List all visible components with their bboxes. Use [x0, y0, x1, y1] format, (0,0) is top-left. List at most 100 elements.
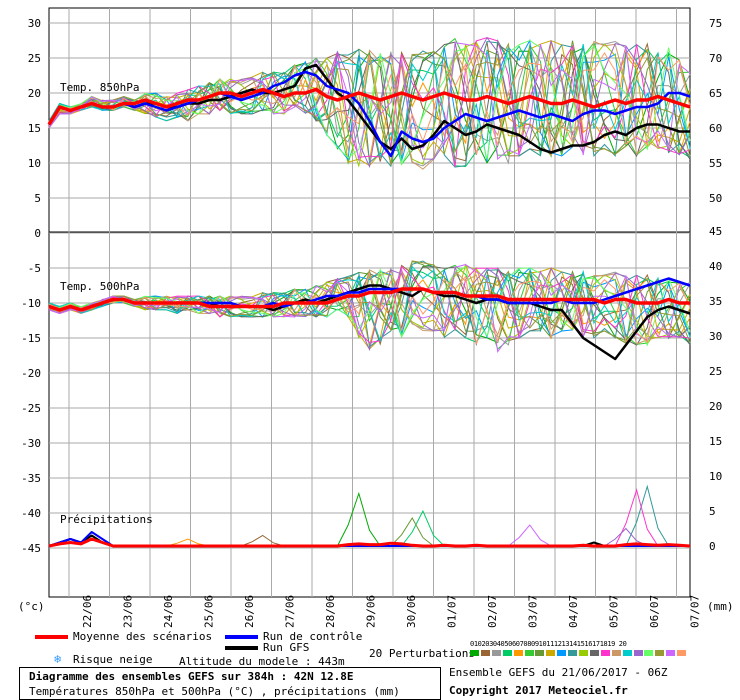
legend-snow-label: Risque neige [73, 653, 153, 666]
perturbation-swatch [622, 650, 632, 656]
legend-gfs-swatch [225, 646, 258, 650]
x-tick-label: 30/06 [405, 595, 418, 628]
t500-label: Temp. 500hPa [60, 280, 139, 293]
perturbation-swatch [480, 650, 490, 656]
legend-mean-swatch [35, 635, 68, 639]
y-right-tick-top: 60 [709, 122, 722, 135]
x-tick-label: 04/07 [567, 595, 580, 628]
x-tick-label: 07/07 [689, 595, 702, 628]
y-left-tick: -30 [21, 437, 41, 450]
y-left-tick: 10 [28, 157, 41, 170]
perturbation-swatch [655, 650, 665, 656]
y-right-tick-bottom: 20 [709, 400, 722, 413]
y-left-tick: -35 [21, 472, 41, 485]
precip-spike [390, 517, 434, 547]
y-right-tick-bottom: 10 [709, 470, 722, 483]
x-tick-label: 05/07 [608, 595, 621, 628]
t850-perturbation-line [48, 38, 691, 162]
title-box: Diagramme des ensembles GEFS sur 384h : … [19, 667, 441, 700]
t500-perturbation-line [48, 260, 691, 348]
y-left-tick: -5 [28, 262, 41, 275]
y-right-tick-top: 75 [709, 17, 722, 30]
y-right-tick-bottom: 25 [709, 365, 722, 378]
y-left-tick: 20 [28, 87, 41, 100]
perturbation-numbers: 01020304050607080910111213141516171819 2… [470, 640, 627, 648]
x-tick-label: 02/07 [486, 595, 499, 628]
t500-perturbation-line [48, 267, 691, 339]
perturbation-swatch [546, 650, 556, 656]
perturbation-swatch [470, 650, 479, 656]
axis-ticks: 22/06 23/06 24/06 25/06 26/06 27/06 28/06 29/06… [21, 17, 722, 628]
perturbation-swatch [589, 650, 599, 656]
y-right-tick-bottom: 40 [709, 260, 722, 273]
x-tick-label: 28/06 [324, 595, 337, 628]
chart-subtitle: Températures 850hPa et 500hPa (°C) , pré… [29, 685, 400, 698]
x-tick-label: 29/06 [365, 595, 378, 628]
perturbation-swatch [535, 650, 545, 656]
x-tick-label: 26/06 [243, 595, 256, 628]
copyright: Copyright 2017 Meteociel.fr [449, 684, 628, 697]
t850-perturbation-line [48, 40, 691, 168]
y-left-tick: -45 [21, 542, 41, 555]
precip-spike [241, 534, 285, 547]
perturbation-swatch [491, 650, 501, 656]
perturbation-swatch [502, 650, 512, 656]
altitude-label: Altitude du modele : 443m [179, 655, 345, 668]
legend-perturbations-label: 20 Perturbations [369, 647, 475, 660]
chart-title: Diagramme des ensembles GEFS sur 384h : … [29, 670, 354, 683]
precip-mean-line [48, 537, 691, 548]
y-right-tick-top: 70 [709, 52, 722, 65]
x-tick-label: 22/06 [81, 595, 94, 628]
t850-mean-line [47, 87, 691, 126]
t850-perturbation-line [48, 40, 691, 170]
precip-spike [508, 524, 552, 547]
perturbation-swatch [611, 650, 621, 656]
precip-label: Précipitations [60, 513, 153, 526]
y-left-tick: 25 [28, 52, 41, 65]
x-tick-label: 03/07 [527, 595, 540, 628]
x-tick-label: 25/06 [203, 595, 216, 628]
t500-perturbation-line [48, 269, 691, 345]
y-left-tick: -15 [21, 332, 41, 345]
y-left-tick: 30 [28, 17, 41, 30]
y-right-tick-top: 50 [709, 192, 722, 205]
y-left-tick: -40 [21, 507, 41, 520]
y-left-tick: 5 [34, 192, 41, 205]
perturbation-swatch [666, 650, 676, 656]
legend-mean-label: Moyenne des scénarios [73, 630, 213, 643]
t850-perturbation-line [48, 39, 691, 166]
precip-spike [625, 484, 670, 547]
legend-control-label: Run de contrôle [263, 630, 363, 643]
main-series [47, 63, 691, 548]
y-left-tick: 0 [34, 227, 41, 240]
legend-control-swatch [225, 635, 258, 639]
y-right-tick-bottom: 5 [709, 505, 716, 518]
y-left-tick: 15 [28, 122, 41, 135]
panel-lower-frame [48, 231, 691, 598]
perturbation-swatch [644, 650, 654, 656]
y-right-tick-top: 65 [709, 87, 722, 100]
y-left-tick: -25 [21, 402, 41, 415]
t850-control-line [47, 70, 691, 158]
run-info: Ensemble GEFS du 21/06/2017 - 06Z [449, 666, 668, 679]
precip-spike [401, 509, 445, 547]
precip-spike [604, 527, 648, 547]
t850-label: Temp. 850hPa [60, 81, 139, 94]
snowflake-icon: ❄ [54, 652, 62, 666]
y-right-tick-bottom: 30 [709, 330, 722, 343]
x-tick-label: 01/07 [446, 595, 459, 628]
y-right-tick-bottom: 45 [709, 225, 722, 238]
perturbation-swatch [633, 650, 643, 656]
y-right-tick-top: 55 [709, 157, 722, 170]
perturbation-swatch [600, 650, 610, 656]
perturbation-swatch [568, 650, 578, 656]
x-tick-label: 27/06 [284, 595, 297, 628]
perturbation-swatch [513, 650, 523, 656]
y-left-tick: -10 [21, 297, 41, 310]
t500-perturbation-line [48, 266, 691, 347]
legend-gfs-label: Run GFS [263, 641, 310, 654]
perturbation-swatch [677, 650, 687, 656]
x-tick-label: 24/06 [162, 595, 175, 628]
perturbation-swatch [557, 650, 567, 656]
